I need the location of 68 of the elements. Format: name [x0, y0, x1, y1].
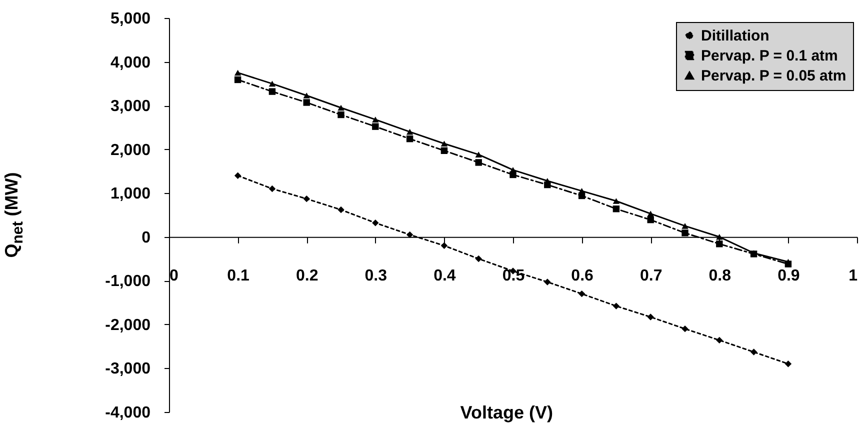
point: [372, 220, 379, 226]
x-tick-label: 0.6: [571, 267, 594, 284]
point: [268, 80, 276, 87]
point: [716, 336, 723, 344]
point: [303, 195, 310, 202]
y-tick-label: -4,000: [105, 404, 151, 422]
x-tick-label: 0.7: [640, 267, 662, 284]
point: [647, 216, 654, 224]
point: [510, 167, 516, 173]
point: [338, 206, 344, 214]
point: [338, 111, 344, 118]
point: [647, 314, 654, 320]
point: [612, 206, 620, 212]
point: [234, 70, 242, 76]
point: [784, 360, 792, 368]
point: [750, 348, 758, 356]
point: [647, 210, 654, 217]
point: [440, 140, 448, 147]
point: [682, 230, 688, 236]
x-tick-label: 0: [170, 267, 178, 284]
point: [303, 92, 310, 98]
point: [268, 185, 276, 192]
point: [475, 159, 482, 166]
point: [716, 234, 723, 240]
point: [475, 255, 482, 262]
point: [716, 240, 723, 248]
x-tick-label: 0.4: [434, 267, 456, 284]
x-tick-label: 0.5: [502, 267, 525, 284]
point: [612, 198, 620, 204]
x-tick-label: 0.3: [364, 267, 388, 284]
point: [406, 231, 414, 238]
point: [372, 116, 379, 122]
y-tick-label: 1,000: [110, 186, 151, 203]
point: [612, 302, 620, 310]
point: [544, 278, 551, 286]
x-axis-title: Voltage (V): [460, 402, 553, 422]
x-tick-label: 0.9: [778, 267, 800, 284]
y-tick-label: 4,000: [110, 54, 151, 72]
point: [440, 147, 448, 154]
legend-label: Pervap. P = 0.1 atm: [701, 48, 838, 64]
point: [682, 325, 688, 332]
point: [234, 76, 242, 84]
legend-label: Pervap. P = 0.05 atm: [701, 68, 846, 84]
point: [303, 99, 310, 106]
y-tick-label: -2,000: [105, 316, 151, 334]
point: [682, 223, 688, 229]
y-tick-label: 5,000: [110, 10, 151, 28]
point: [234, 172, 242, 179]
point: [475, 152, 482, 158]
point: [338, 104, 344, 111]
y-tick-label: -3,000: [105, 360, 151, 378]
point: [578, 188, 586, 194]
x-tick-label: 1: [848, 267, 858, 284]
x-tick-label: 0.2: [296, 267, 318, 284]
point: [406, 135, 414, 142]
legend-label: Ditillation: [701, 28, 770, 44]
point: [440, 242, 448, 249]
point: [268, 88, 276, 95]
point: [406, 128, 414, 135]
y-tick-label: 0: [142, 229, 151, 246]
point: [372, 123, 379, 130]
x-tick-label: 0.8: [708, 267, 732, 284]
x-tick-label: 0.1: [227, 267, 250, 284]
y-tick-label: 3,000: [110, 98, 151, 116]
y-tick-label: -1,000: [105, 273, 151, 290]
point: [578, 290, 586, 298]
point: [544, 178, 551, 184]
y-tick-label: 2,000: [110, 142, 151, 159]
